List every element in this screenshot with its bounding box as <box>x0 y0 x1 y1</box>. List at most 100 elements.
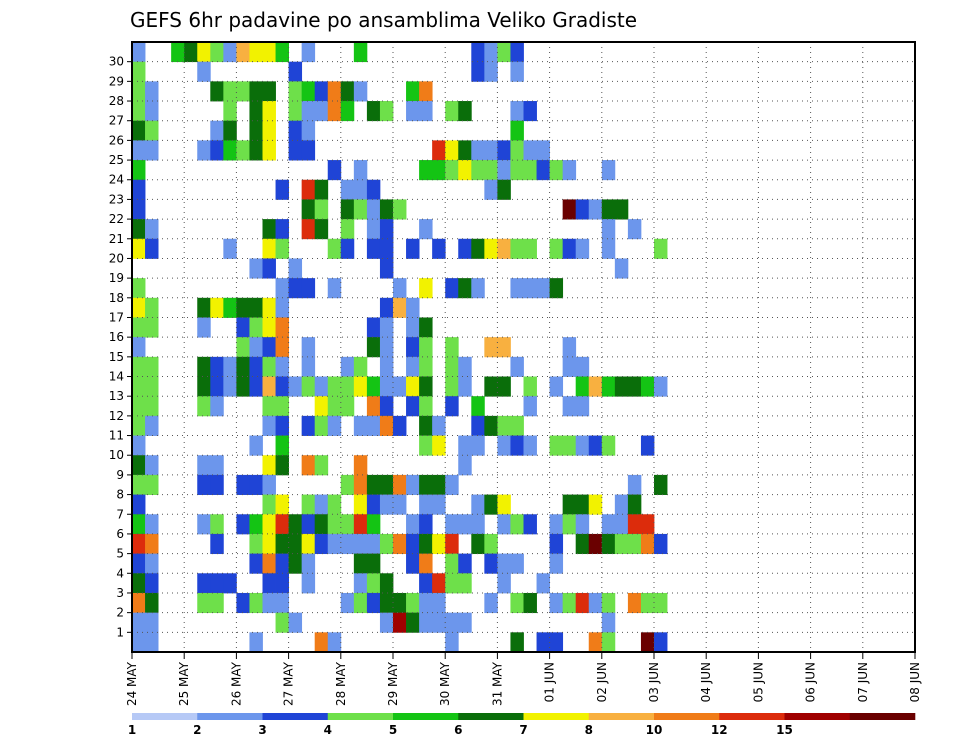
heatmap-cell <box>445 514 459 535</box>
heatmap-cell <box>419 337 433 358</box>
heatmap-cell <box>314 199 329 220</box>
heatmap-cell <box>640 435 655 456</box>
heatmap-cell <box>132 160 146 181</box>
heatmap-cell <box>275 396 289 417</box>
heatmap-cell <box>132 219 146 240</box>
heatmap-cell <box>510 160 524 181</box>
heatmap-cell <box>145 297 159 318</box>
heatmap-cell <box>458 435 472 456</box>
heatmap-cell <box>262 455 276 476</box>
heatmap-cell <box>601 238 616 259</box>
x-tick-label: 07 JUN <box>856 662 870 702</box>
heatmap-cell <box>249 120 263 141</box>
heatmap-cell <box>523 101 537 122</box>
heatmap-cell <box>145 120 159 141</box>
heatmap-cell <box>340 238 355 259</box>
heatmap-cell <box>458 140 472 161</box>
heatmap-cell <box>432 612 446 633</box>
heatmap-cell <box>549 533 564 555</box>
heatmap-cell <box>210 474 224 495</box>
heatmap-cell <box>249 592 263 614</box>
heatmap-cell <box>301 514 316 535</box>
heatmap-cell <box>562 199 577 220</box>
heatmap-cell <box>197 592 211 614</box>
heatmap-cell <box>132 376 146 397</box>
heatmap-cell <box>419 612 433 633</box>
heatmap-cell <box>379 297 394 318</box>
y-tick-label: 12 <box>109 409 124 423</box>
heatmap-cell <box>210 573 224 594</box>
heatmap-cell <box>275 533 289 555</box>
heatmap-cell <box>445 356 459 377</box>
heatmap-cell <box>379 337 394 358</box>
x-tick-label: 03 JUN <box>647 662 661 702</box>
heatmap-cell <box>275 278 289 299</box>
heatmap-cell <box>132 278 146 299</box>
heatmap-cell <box>353 356 368 377</box>
heatmap-cell <box>523 435 537 456</box>
heatmap-cell <box>314 455 329 476</box>
y-tick-label: 3 <box>116 586 124 600</box>
heatmap-cell <box>314 632 329 653</box>
heatmap-cell <box>484 160 498 181</box>
heatmap-cell <box>366 199 381 220</box>
heatmap-cell <box>249 101 263 122</box>
heatmap-cell <box>614 494 629 515</box>
heatmap-cell <box>419 219 433 240</box>
heatmap-cell <box>275 612 289 633</box>
heatmap-cell <box>275 455 289 476</box>
heatmap-cell <box>458 573 472 594</box>
heatmap-cell <box>497 514 511 535</box>
heatmap-cell <box>419 101 433 122</box>
x-tick-label: 08 JUN <box>908 662 922 702</box>
heatmap-cell <box>497 238 511 259</box>
colorbar-segment <box>458 713 524 720</box>
heatmap-cell <box>654 376 668 397</box>
heatmap-cell <box>432 474 446 495</box>
colorbar-label: 10 <box>646 723 663 737</box>
heatmap-cell <box>353 514 368 535</box>
heatmap-cell <box>575 592 590 614</box>
heatmap-cell <box>327 632 342 653</box>
heatmap-cell <box>419 415 433 436</box>
heatmap-cell <box>275 376 289 397</box>
heatmap-cell <box>419 160 433 181</box>
heatmap-cell <box>458 356 472 377</box>
heatmap-cell <box>406 592 420 614</box>
heatmap-cells <box>132 42 668 653</box>
heatmap-cell <box>379 612 394 633</box>
heatmap-cell <box>575 533 590 555</box>
heatmap-cell <box>445 573 459 594</box>
heatmap-cell <box>353 573 368 594</box>
heatmap-cell <box>458 553 472 574</box>
heatmap-cell <box>288 61 303 82</box>
heatmap-cell <box>340 356 355 377</box>
heatmap-cell <box>497 494 511 515</box>
heatmap-cell <box>484 140 498 161</box>
heatmap-cell <box>627 494 642 515</box>
heatmap-cell <box>458 376 472 397</box>
heatmap-cell <box>379 396 394 417</box>
y-tick-label: 30 <box>109 55 124 69</box>
heatmap-cell <box>419 553 433 574</box>
heatmap-cell <box>549 632 564 653</box>
heatmap-cell <box>484 61 498 82</box>
heatmap-cell <box>432 533 446 555</box>
heatmap-cell <box>314 179 329 200</box>
heatmap-cell <box>262 81 276 102</box>
heatmap-cell <box>353 42 368 63</box>
heatmap-cell <box>497 553 511 574</box>
heatmap-cell <box>445 632 459 653</box>
heatmap-cell <box>223 356 237 377</box>
heatmap-cell <box>536 140 550 161</box>
heatmap-cell <box>458 455 472 476</box>
heatmap-cell <box>549 238 564 259</box>
heatmap-cell <box>471 533 485 555</box>
heatmap-cell <box>132 61 146 82</box>
y-axis: 1234567891011121314151617181920212223242… <box>109 55 132 639</box>
heatmap-cell <box>132 81 146 102</box>
x-tick-label: 01 JUN <box>543 662 557 702</box>
heatmap-cell <box>588 199 603 220</box>
heatmap-cell <box>588 533 603 555</box>
heatmap-cell <box>132 317 146 338</box>
